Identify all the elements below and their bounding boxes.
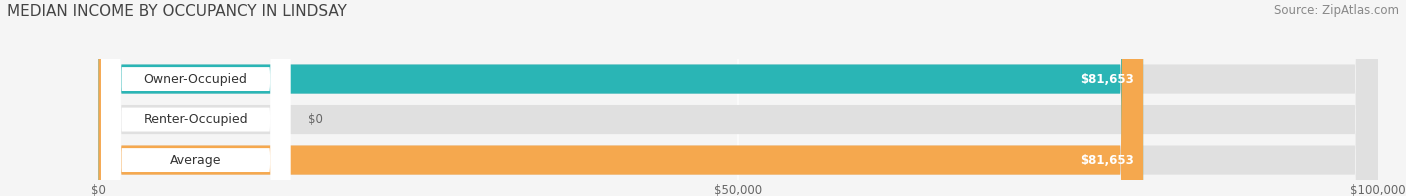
FancyBboxPatch shape: [101, 0, 291, 196]
FancyBboxPatch shape: [101, 0, 291, 196]
Text: MEDIAN INCOME BY OCCUPANCY IN LINDSAY: MEDIAN INCOME BY OCCUPANCY IN LINDSAY: [7, 4, 347, 19]
FancyBboxPatch shape: [98, 0, 1143, 196]
Text: Renter-Occupied: Renter-Occupied: [143, 113, 247, 126]
Text: Owner-Occupied: Owner-Occupied: [143, 73, 247, 85]
FancyBboxPatch shape: [98, 0, 1378, 196]
FancyBboxPatch shape: [98, 0, 1378, 196]
FancyBboxPatch shape: [98, 0, 1143, 196]
FancyBboxPatch shape: [101, 0, 291, 196]
Text: $81,653: $81,653: [1080, 73, 1135, 85]
FancyBboxPatch shape: [98, 0, 1378, 196]
Text: Source: ZipAtlas.com: Source: ZipAtlas.com: [1274, 4, 1399, 17]
Text: $81,653: $81,653: [1080, 154, 1135, 167]
Text: $0: $0: [308, 113, 323, 126]
Text: Average: Average: [170, 154, 221, 167]
